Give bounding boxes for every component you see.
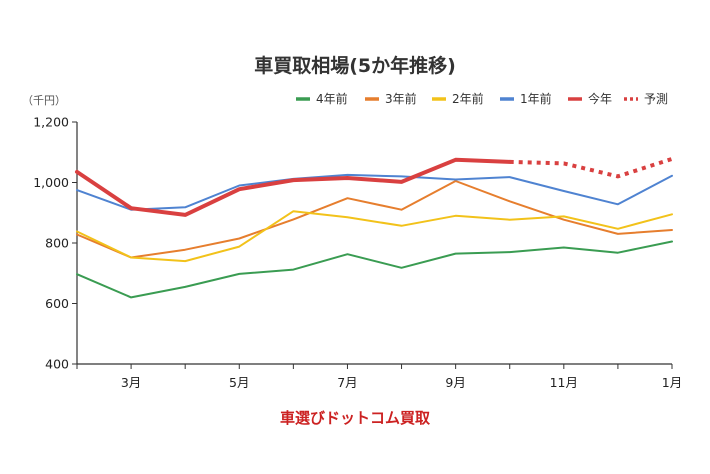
y-tick-label: 1,000 xyxy=(33,175,69,190)
series-line-今年 xyxy=(75,157,512,217)
y-tick-label: 1,200 xyxy=(33,115,69,130)
series-line-予測 xyxy=(509,156,673,179)
y-tick-label: 800 xyxy=(45,236,69,251)
legend: 4年前 3年前 2年前 1年前 今年 予測 xyxy=(296,91,668,106)
legend-label: 3年前 xyxy=(385,91,417,106)
series-line-3年前 xyxy=(76,180,673,259)
legend-label: 4年前 xyxy=(316,91,348,106)
y-tick-label: 400 xyxy=(45,357,69,372)
x-tick-label: 9月 xyxy=(445,375,465,390)
legend-label: 1年前 xyxy=(520,91,552,106)
series-line-4年前 xyxy=(76,240,673,299)
legend-label: 2年前 xyxy=(452,91,484,106)
x-tick-label: 3月 xyxy=(121,375,141,390)
x-tick-label: 11月 xyxy=(550,375,578,390)
y-unit-label: （千円） xyxy=(22,94,66,107)
x-tick-label: 7月 xyxy=(337,375,357,390)
legend-label: 今年 xyxy=(588,91,612,106)
x-tick-label: 5月 xyxy=(229,375,249,390)
series-line-1年前 xyxy=(76,173,673,211)
chart-footer: 車選びドットコム買取 xyxy=(280,409,431,427)
series-line-2年前 xyxy=(76,210,673,263)
series-layer xyxy=(75,156,673,299)
x-tick-label: 1月 xyxy=(662,375,682,390)
legend-label: 予測 xyxy=(644,92,668,106)
y-tick-label: 600 xyxy=(45,296,69,311)
axes: 400 600 800 1,000 1,200 3月 5月 7月 9月 11月 1月 xyxy=(33,115,682,391)
chart-title: 車買取相場(5か年推移) xyxy=(254,54,456,77)
